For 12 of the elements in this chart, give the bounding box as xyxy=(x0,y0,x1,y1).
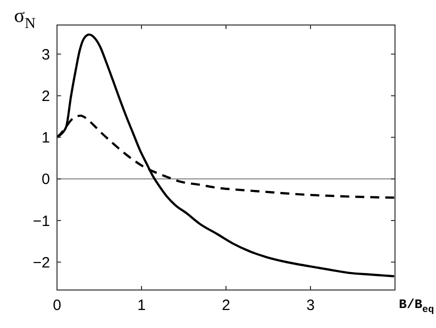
x-axis-title: B/B$_{eq}$ xyxy=(398,297,434,315)
y-tick-label: 2 xyxy=(42,88,50,105)
y-axis-title: σ$_{N}$ xyxy=(14,5,36,32)
y-tick-label: −2 xyxy=(32,254,50,272)
y-tick-label: 3 xyxy=(42,46,50,64)
x-tick-label: 0 xyxy=(52,297,62,314)
x-tick-label: 2 xyxy=(222,297,230,314)
x-tick-label: 3 xyxy=(306,297,315,314)
y-tick-label: 1 xyxy=(42,130,50,147)
x-tick-label: 1 xyxy=(137,297,146,314)
y-tick-label: −1 xyxy=(32,212,50,230)
y-tick-label: 0 xyxy=(42,171,50,188)
